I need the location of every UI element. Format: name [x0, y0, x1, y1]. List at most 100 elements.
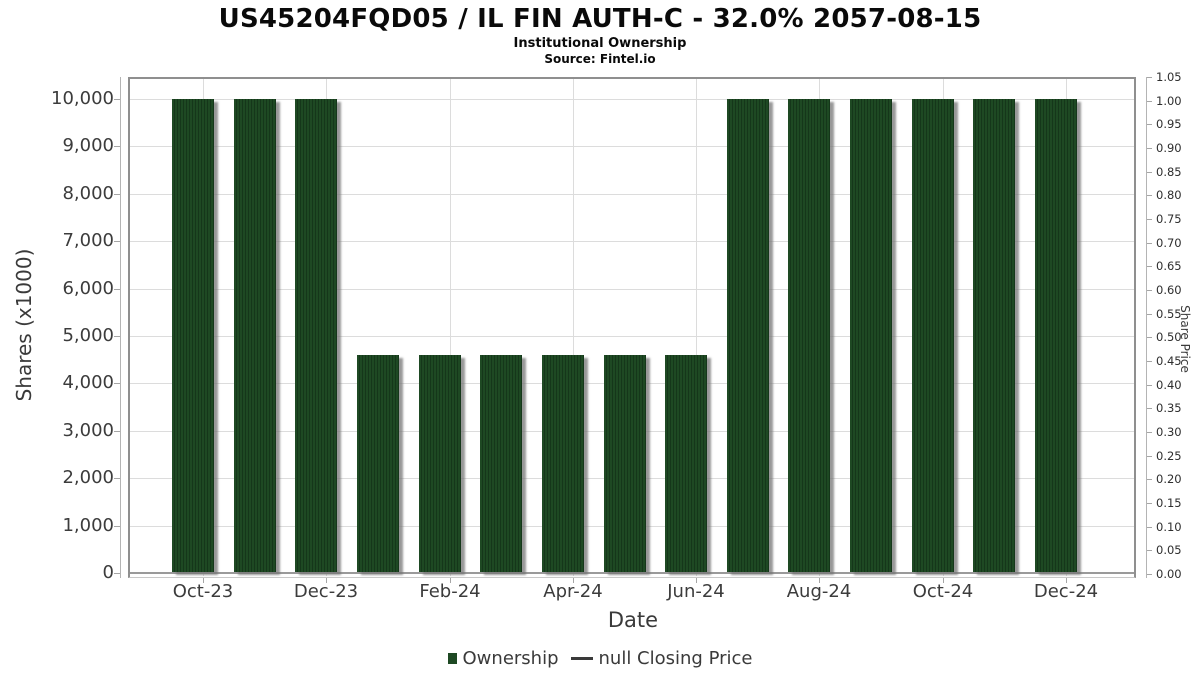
y-axis-tick-right: [1147, 432, 1152, 433]
y-axis-tick-right: [1147, 408, 1152, 409]
h-gridline: [130, 194, 1134, 195]
y-tick-label-right: 0.10: [1156, 520, 1182, 534]
y-tick-label-left: 8,000: [62, 183, 114, 204]
ownership-bar[interactable]: [542, 355, 584, 572]
y-tick-label-right: 0.80: [1156, 188, 1182, 202]
y-axis-tick-left: [114, 146, 121, 147]
y-tick-label-right: 0.55: [1156, 307, 1182, 321]
y-tick-label-left: 3,000: [62, 420, 114, 441]
y-axis-tick-right: [1147, 266, 1152, 267]
y-axis-spine-left: [120, 77, 121, 578]
y-tick-label-right: 0.40: [1156, 378, 1182, 392]
legend-label-closing-price: null Closing Price: [598, 647, 753, 669]
y-tick-label-left: 4,000: [62, 372, 114, 393]
x-axis-tick: [1066, 578, 1067, 583]
v-gridline: [450, 79, 451, 576]
legend: Ownership null Closing Price: [0, 645, 1200, 671]
v-gridline: [696, 79, 697, 576]
h-gridline: [130, 146, 1134, 147]
x-axis-tick: [326, 578, 327, 583]
y-tick-label-right: 0.50: [1156, 330, 1182, 344]
y-axis-tick-right: [1147, 219, 1152, 220]
ownership-bar[interactable]: [850, 99, 892, 572]
y-axis-spine-right: [1146, 77, 1147, 578]
y-axis-tick-right: [1147, 195, 1152, 196]
y-tick-label-left: 1,000: [62, 515, 114, 536]
x-tick-label: Dec-23: [293, 581, 359, 602]
chart-title: US45204FQD05 / IL FIN AUTH-C - 32.0% 205…: [218, 4, 982, 34]
y-tick-label-right: 0.15: [1156, 496, 1182, 510]
y-axis-tick-left: [114, 336, 121, 337]
ownership-square-marker: [447, 652, 457, 664]
y-tick-label-right: 0.20: [1156, 472, 1182, 486]
y-axis-tick-right: [1147, 550, 1152, 551]
h-gridline: [130, 241, 1134, 242]
y-axis-tick-right: [1147, 101, 1152, 102]
chart-source: Source: Fintel.io: [544, 52, 656, 66]
y-tick-label-right: 1.00: [1156, 94, 1182, 108]
x-axis-title: Date: [607, 608, 659, 632]
y-axis-tick-right: [1147, 314, 1152, 315]
ownership-bar[interactable]: [727, 99, 769, 572]
y-axis-tick-left: [114, 383, 121, 384]
y-tick-label-left: 5,000: [62, 325, 114, 346]
ownership-bar[interactable]: [604, 355, 646, 572]
y-axis-tick-left: [114, 99, 121, 100]
y-tick-label-left: 7,000: [62, 230, 114, 251]
y-tick-label-right: 0.85: [1156, 165, 1182, 179]
y-axis-tick-right: [1147, 456, 1152, 457]
ownership-bar[interactable]: [172, 99, 214, 572]
ownership-bar[interactable]: [912, 99, 954, 572]
x-axis-tick: [943, 578, 944, 583]
y-axis-tick-left: [114, 478, 121, 479]
y-axis-tick-right: [1147, 385, 1152, 386]
y-axis-tick-right: [1147, 527, 1152, 528]
ownership-bar[interactable]: [973, 99, 1015, 572]
x-axis-tick: [819, 578, 820, 583]
ownership-bar[interactable]: [295, 99, 337, 572]
legend-item-ownership[interactable]: Ownership: [447, 647, 559, 669]
x-tick-label: Jun-24: [667, 581, 725, 602]
y-axis-title-left: Shares (x1000): [12, 248, 36, 402]
y-tick-label-left: 9,000: [62, 135, 114, 156]
ownership-bar[interactable]: [357, 355, 399, 572]
y-tick-label-right: 0.95: [1156, 117, 1182, 131]
ownership-bar[interactable]: [480, 355, 522, 572]
ownership-bar[interactable]: [665, 355, 707, 572]
y-axis-tick-right: [1147, 337, 1152, 338]
y-tick-label-right: 0.35: [1156, 401, 1182, 415]
h-gridline: [130, 289, 1134, 290]
ownership-bar[interactable]: [1035, 99, 1077, 572]
y-tick-label-right: 0.30: [1156, 425, 1182, 439]
ownership-bar[interactable]: [234, 99, 276, 572]
legend-item-closing-price[interactable]: null Closing Price: [570, 647, 753, 669]
y-tick-label-left: 2,000: [62, 467, 114, 488]
ownership-bar[interactable]: [419, 355, 461, 572]
y-axis-tick-right: [1147, 148, 1152, 149]
x-tick-label: Oct-23: [172, 581, 234, 602]
x-tick-label: Dec-24: [1033, 581, 1099, 602]
y-axis-tick-right: [1147, 290, 1152, 291]
y-tick-label-right: 0.75: [1156, 212, 1182, 226]
h-gridline: [130, 336, 1134, 337]
h-gridline: [130, 99, 1134, 100]
y-axis-tick-right: [1147, 124, 1152, 125]
x-tick-label: Aug-24: [786, 581, 852, 602]
x-axis-baseline: [128, 572, 1136, 574]
x-axis-tick: [573, 578, 574, 583]
y-axis-tick-right: [1147, 172, 1152, 173]
y-axis-tick-left: [114, 241, 121, 242]
y-tick-label-right: 0.65: [1156, 259, 1182, 273]
y-tick-label-left: 6,000: [62, 278, 114, 299]
legend-label-ownership: Ownership: [462, 647, 559, 669]
x-tick-label: Apr-24: [543, 581, 603, 602]
ownership-bar[interactable]: [788, 99, 830, 572]
y-tick-label-left: 10,000: [51, 88, 114, 109]
y-axis-tick-right: [1147, 574, 1152, 575]
y-tick-label-left: 0: [102, 562, 114, 583]
closing-price-line-marker: [570, 656, 593, 660]
y-axis-tick-left: [114, 573, 121, 574]
chart-subtitle: Institutional Ownership: [513, 36, 687, 51]
y-tick-label-right: 0.70: [1156, 236, 1182, 250]
